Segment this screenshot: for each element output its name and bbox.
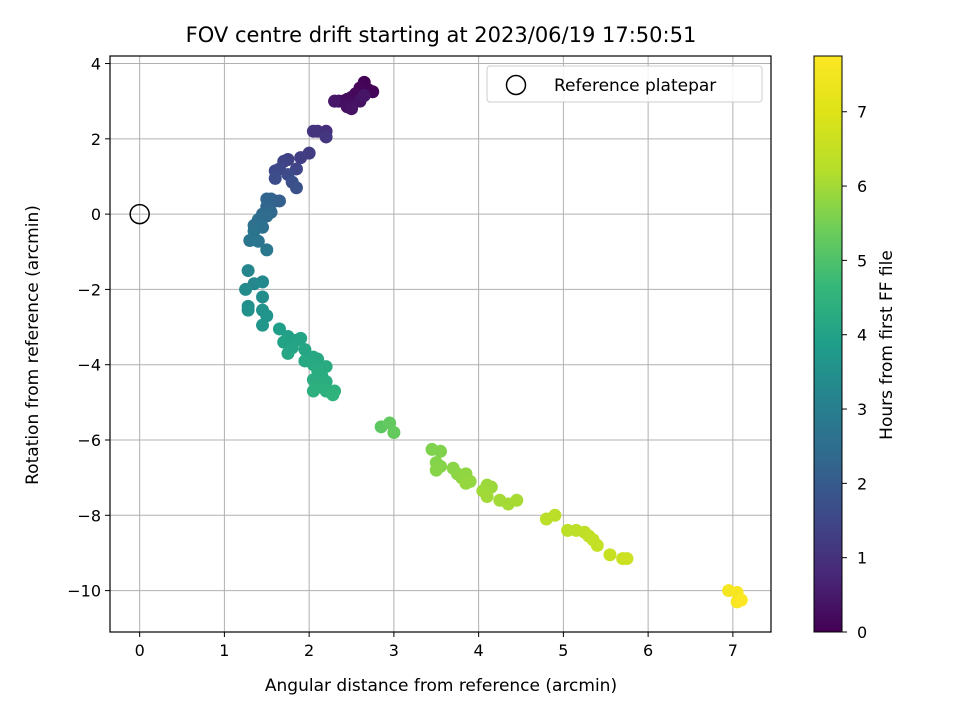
data-point xyxy=(298,343,312,357)
colorbar: 0 1 2 3 4 5 6 7 Hours from first FF file xyxy=(813,55,897,642)
data-point xyxy=(459,476,473,490)
colorbar-tick-label: 0 xyxy=(857,623,867,642)
grid xyxy=(110,56,771,632)
y-tick-label: −4 xyxy=(77,356,101,375)
colorbar-tick-label: 6 xyxy=(857,177,867,196)
data-point xyxy=(548,508,562,522)
data-point xyxy=(357,89,371,103)
colorbar-label: Hours from first FF file xyxy=(877,250,897,440)
y-tick-label: 2 xyxy=(91,130,101,149)
data-point xyxy=(510,493,524,507)
data-point xyxy=(328,94,342,108)
y-tick-label: 4 xyxy=(91,55,101,74)
x-tick-label: 4 xyxy=(474,641,484,660)
legend-entry-reference-platepar: Reference platepar xyxy=(554,76,716,96)
reference-marker-group xyxy=(129,203,150,225)
data-point xyxy=(281,346,295,360)
y-tick-label: −6 xyxy=(77,431,101,450)
data-point xyxy=(480,489,494,503)
colorbar-tick-label: 2 xyxy=(857,474,867,493)
data-point xyxy=(326,388,340,402)
colorbar-gradient xyxy=(813,55,843,633)
x-axis-ticks: 0 1 2 3 4 5 6 7 xyxy=(135,632,738,660)
data-point xyxy=(734,593,748,607)
scatter-points xyxy=(239,75,748,609)
data-point xyxy=(256,318,270,332)
data-point xyxy=(256,275,270,289)
colorbar-tick-label: 7 xyxy=(857,103,867,122)
x-tick-label: 0 xyxy=(135,641,145,660)
colorbar-tick-label: 1 xyxy=(857,549,867,568)
y-axis-ticks: −10 −8 −6 −4 −2 0 2 4 xyxy=(67,55,110,601)
data-point xyxy=(241,264,255,278)
data-point xyxy=(294,331,308,345)
data-point xyxy=(319,130,333,144)
data-point xyxy=(289,181,303,195)
legend: Reference platepar xyxy=(486,65,763,103)
colorbar-tick-label: 3 xyxy=(857,400,867,419)
data-point xyxy=(306,384,320,398)
data-point xyxy=(251,234,265,248)
x-tick-label: 7 xyxy=(728,641,738,660)
data-point xyxy=(429,463,443,477)
y-tick-label: 0 xyxy=(91,205,101,224)
colorbar-tick-label: 4 xyxy=(857,326,867,345)
data-point xyxy=(345,102,359,116)
plot-frame xyxy=(109,55,772,633)
legend-box xyxy=(486,65,763,103)
data-point xyxy=(294,151,308,165)
colorbar-ticks: 0 1 2 3 4 5 6 7 xyxy=(842,103,867,642)
x-tick-label: 1 xyxy=(219,641,229,660)
y-axis-label: Rotation from reference (arcmin) xyxy=(23,205,43,485)
x-tick-label: 5 xyxy=(558,641,568,660)
y-tick-label: −8 xyxy=(77,506,101,525)
data-point xyxy=(620,552,634,566)
data-point xyxy=(241,303,255,317)
data-point xyxy=(603,548,617,562)
data-point xyxy=(306,124,320,138)
data-point xyxy=(434,444,447,458)
colorbar-tick-label: 5 xyxy=(857,251,867,270)
chart-title: FOV centre drift starting at 2023/06/19 … xyxy=(186,23,697,47)
y-tick-label: −2 xyxy=(77,280,101,299)
data-point xyxy=(590,538,604,552)
data-point xyxy=(268,171,282,185)
data-point xyxy=(239,282,253,296)
x-tick-label: 2 xyxy=(304,641,314,660)
y-tick-label: −10 xyxy=(67,582,101,601)
x-tick-label: 6 xyxy=(643,641,653,660)
data-point xyxy=(387,425,401,439)
legend-reference-marker xyxy=(505,74,527,96)
x-tick-label: 3 xyxy=(389,641,399,660)
data-point xyxy=(272,322,286,336)
data-point xyxy=(260,243,274,257)
reference-platepar-marker xyxy=(129,203,150,225)
x-axis-label: Angular distance from reference (arcmin) xyxy=(265,676,617,696)
data-point xyxy=(256,290,270,304)
